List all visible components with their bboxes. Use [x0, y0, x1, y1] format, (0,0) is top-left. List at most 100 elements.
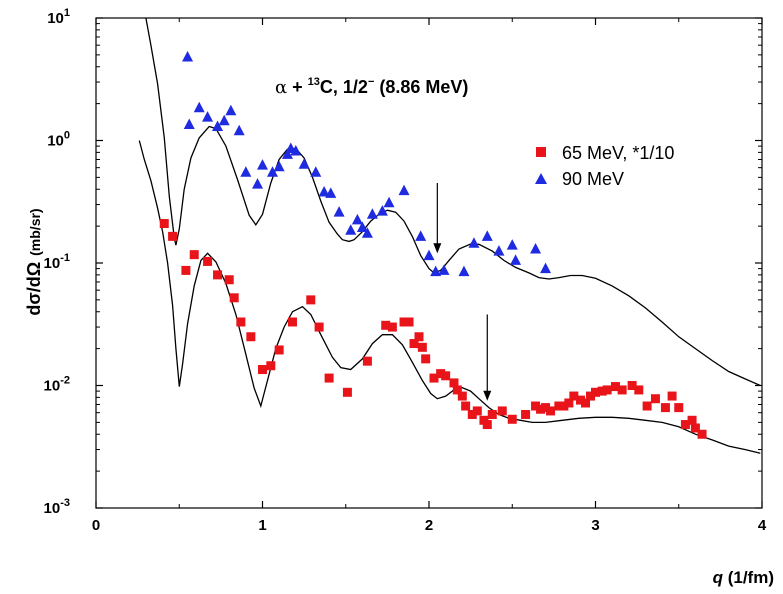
- data-point-90-mev: [233, 124, 245, 136]
- data-point-90-mev: [333, 206, 345, 217]
- data-point-65-mev: [461, 401, 471, 411]
- data-point-90-mev: [325, 187, 337, 198]
- y-tick-label: 101: [47, 7, 70, 27]
- data-point-65-mev: [634, 385, 644, 395]
- data-point-90-mev: [540, 262, 552, 274]
- data-point-65-mev: [687, 415, 697, 425]
- data-point-65-mev: [674, 403, 684, 413]
- data-point-65-mev: [536, 404, 546, 414]
- data-point-65-mev: [168, 231, 178, 241]
- data-point-90-mev: [423, 249, 435, 261]
- data-point-65-mev: [591, 387, 600, 397]
- data-point-65-mev: [546, 406, 556, 416]
- data-point-65-mev: [274, 345, 284, 355]
- data-point-90-mev: [281, 148, 293, 159]
- x-tick-label: 3: [591, 517, 599, 534]
- data-point-65-mev: [189, 250, 199, 260]
- data-point-65-mev: [482, 420, 492, 430]
- data-point-90-mev: [257, 159, 268, 170]
- data-point-65-mev: [324, 373, 334, 383]
- data-point-90-mev: [202, 111, 214, 122]
- data-point-65-mev: [409, 339, 419, 349]
- data-point-90-mev: [506, 239, 518, 250]
- fit-90-mev-curve: [145, 18, 761, 387]
- fit-65-mev-curve: [138, 140, 761, 454]
- data-point-65-mev: [229, 293, 239, 303]
- data-point-65-mev: [487, 409, 497, 419]
- x-tick-label: 4: [758, 517, 767, 534]
- data-point-65-mev: [224, 275, 234, 285]
- data-point-90-mev: [240, 166, 252, 177]
- data-point-65-mev: [362, 356, 372, 366]
- data-point-65-mev: [660, 403, 670, 413]
- data-point-65-mev: [667, 391, 677, 401]
- data-point-65-mev: [414, 332, 424, 342]
- data-point-90-mev: [310, 166, 322, 177]
- data-point-90-mev: [438, 264, 450, 275]
- data-point-65-mev: [246, 332, 256, 342]
- data-point-65-mev: [387, 322, 397, 332]
- data-point-65-mev: [581, 398, 591, 408]
- data-point-65-mev: [680, 420, 690, 430]
- data-point-65-mev: [404, 317, 414, 327]
- data-point-65-mev: [342, 387, 352, 397]
- data-point-65-mev: [452, 385, 462, 395]
- data-point-90-mev: [252, 178, 264, 189]
- data-point-90-mev: [212, 120, 224, 132]
- y-tick-label: 100: [47, 130, 70, 150]
- data-point-65-mev: [531, 401, 541, 411]
- data-point-90-mev: [218, 114, 230, 126]
- data-point-65-mev: [554, 401, 564, 411]
- data-point-65-mev: [181, 265, 191, 275]
- data-point-65-mev: [457, 391, 467, 401]
- data-point-65-mev: [441, 371, 451, 381]
- data-point-90-mev: [493, 245, 505, 256]
- legend-marker-90-mev: [535, 173, 547, 184]
- arrows: [433, 182, 492, 401]
- data-point-65-mev: [690, 423, 700, 433]
- data-point-65-mev: [472, 406, 482, 416]
- data-point-65-mev: [421, 354, 431, 364]
- data-point-90-mev: [361, 227, 373, 238]
- data-point-90-mev: [266, 166, 278, 177]
- data-point-65-mev: [399, 317, 409, 327]
- y-tick-label: 10-1: [44, 252, 70, 272]
- data-point-65-mev: [569, 391, 579, 401]
- annotation-title: α + 13C, 1/2− (8.86 MeV): [275, 76, 468, 98]
- data-point-90-mev: [415, 230, 427, 241]
- data-point-65-mev: [266, 361, 276, 371]
- data-point-65-mev: [236, 317, 246, 327]
- data-point-90-mev: [193, 101, 205, 113]
- arrow-90-mev: [433, 182, 442, 254]
- data-point-90-mev: [183, 118, 195, 130]
- data-point-65-mev: [213, 270, 223, 280]
- data-point-90-mev: [182, 51, 194, 62]
- data-point-90-mev: [298, 158, 310, 169]
- data-point-90-mev: [366, 208, 378, 219]
- data-point-90-mev: [468, 237, 480, 248]
- data-point-65-mev: [203, 256, 213, 266]
- data-point-90-mev: [318, 185, 330, 197]
- data-points: [159, 51, 707, 439]
- data-point-65-mev: [314, 322, 324, 332]
- data-point-65-mev: [564, 398, 574, 408]
- legend-label-90-mev: 90 MeV: [562, 169, 624, 189]
- data-point-65-mev: [576, 395, 586, 405]
- arrow-65-mev: [483, 314, 492, 401]
- legend-marker-65-mev: [536, 147, 546, 157]
- data-point-65-mev: [497, 406, 507, 416]
- x-axis-label: q (1/fm): [713, 568, 774, 587]
- data-point-65-mev: [429, 373, 439, 383]
- data-point-65-mev: [697, 429, 707, 439]
- data-point-65-mev: [541, 403, 551, 413]
- data-point-65-mev: [449, 378, 459, 388]
- data-point-90-mev: [290, 145, 302, 156]
- y-tick-label: 10-2: [44, 375, 70, 395]
- data-point-65-mev: [436, 369, 446, 379]
- data-point-90-mev: [345, 224, 357, 235]
- data-point-90-mev: [398, 184, 410, 196]
- data-point-90-mev: [458, 265, 470, 277]
- data-point-65-mev: [159, 219, 169, 229]
- data-point-90-mev: [225, 104, 237, 116]
